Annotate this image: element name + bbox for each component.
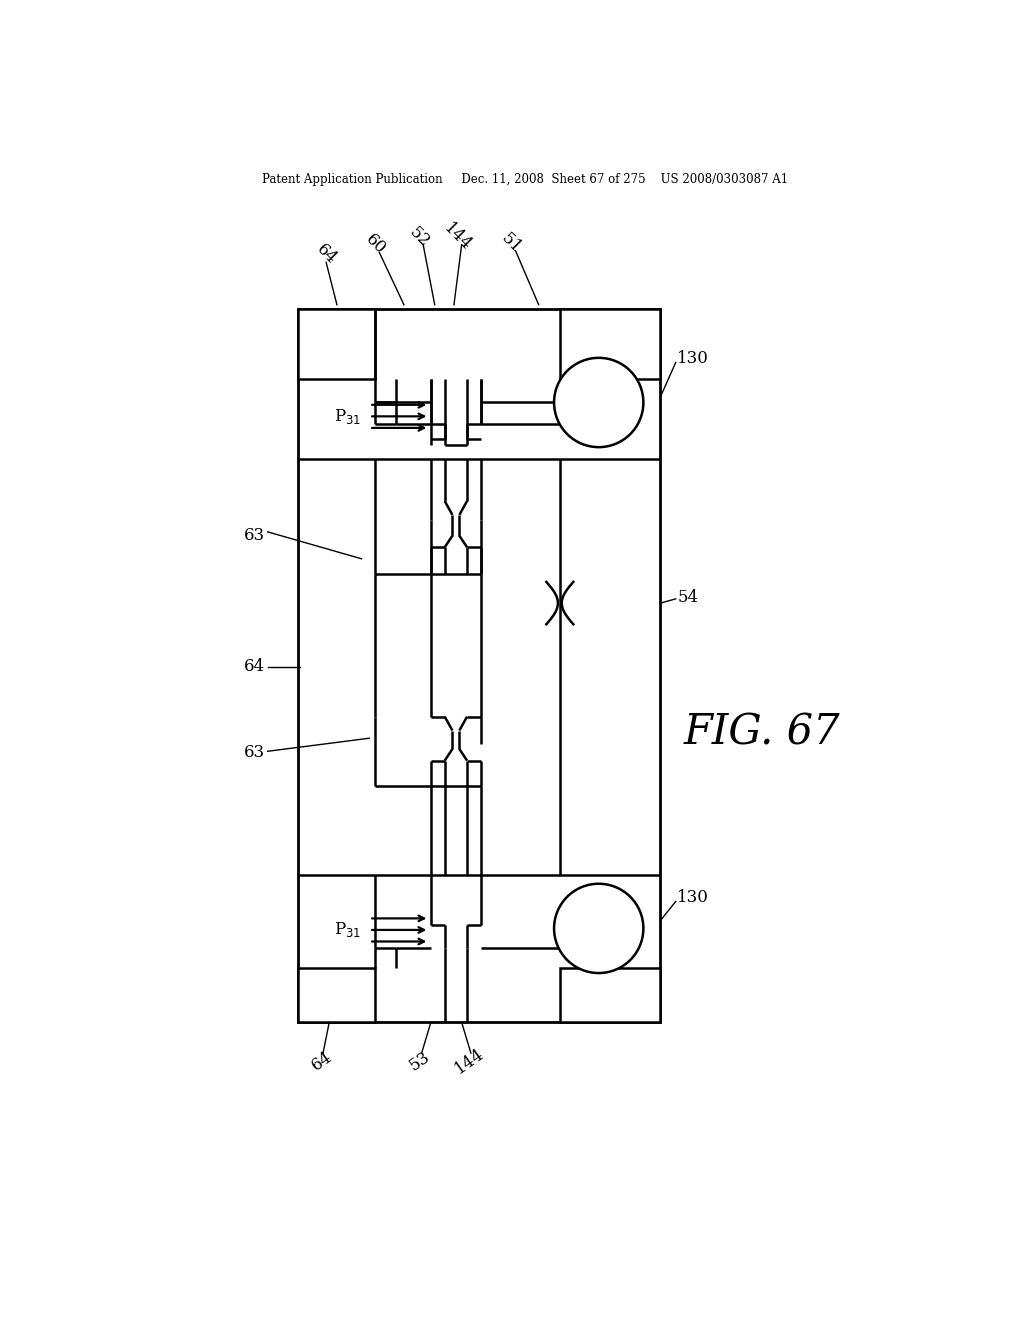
Text: Patent Application Publication     Dec. 11, 2008  Sheet 67 of 275    US 2008/030: Patent Application Publication Dec. 11, … — [262, 173, 787, 186]
Text: 130: 130 — [677, 890, 710, 906]
Text: 144: 144 — [452, 1044, 487, 1077]
Polygon shape — [560, 969, 660, 1022]
Text: 51: 51 — [499, 230, 525, 256]
Text: 60: 60 — [361, 231, 389, 259]
Text: 52: 52 — [406, 223, 433, 251]
Text: 144: 144 — [440, 219, 475, 255]
Polygon shape — [298, 969, 376, 1022]
Circle shape — [554, 358, 643, 447]
Text: FIG. 67: FIG. 67 — [684, 711, 841, 752]
Circle shape — [554, 884, 643, 973]
Text: P$_{31}$: P$_{31}$ — [335, 407, 361, 426]
Text: 63: 63 — [244, 527, 265, 544]
Text: 64: 64 — [308, 1048, 335, 1074]
Text: 53: 53 — [406, 1048, 433, 1074]
Text: 63: 63 — [244, 744, 265, 762]
Text: 64: 64 — [244, 659, 265, 675]
Polygon shape — [298, 309, 660, 1022]
Text: 54: 54 — [677, 589, 698, 606]
Polygon shape — [560, 309, 660, 379]
Text: P$_{31}$: P$_{31}$ — [335, 920, 361, 940]
Text: 130: 130 — [677, 350, 710, 367]
Polygon shape — [298, 309, 376, 379]
Text: 64: 64 — [312, 242, 340, 268]
